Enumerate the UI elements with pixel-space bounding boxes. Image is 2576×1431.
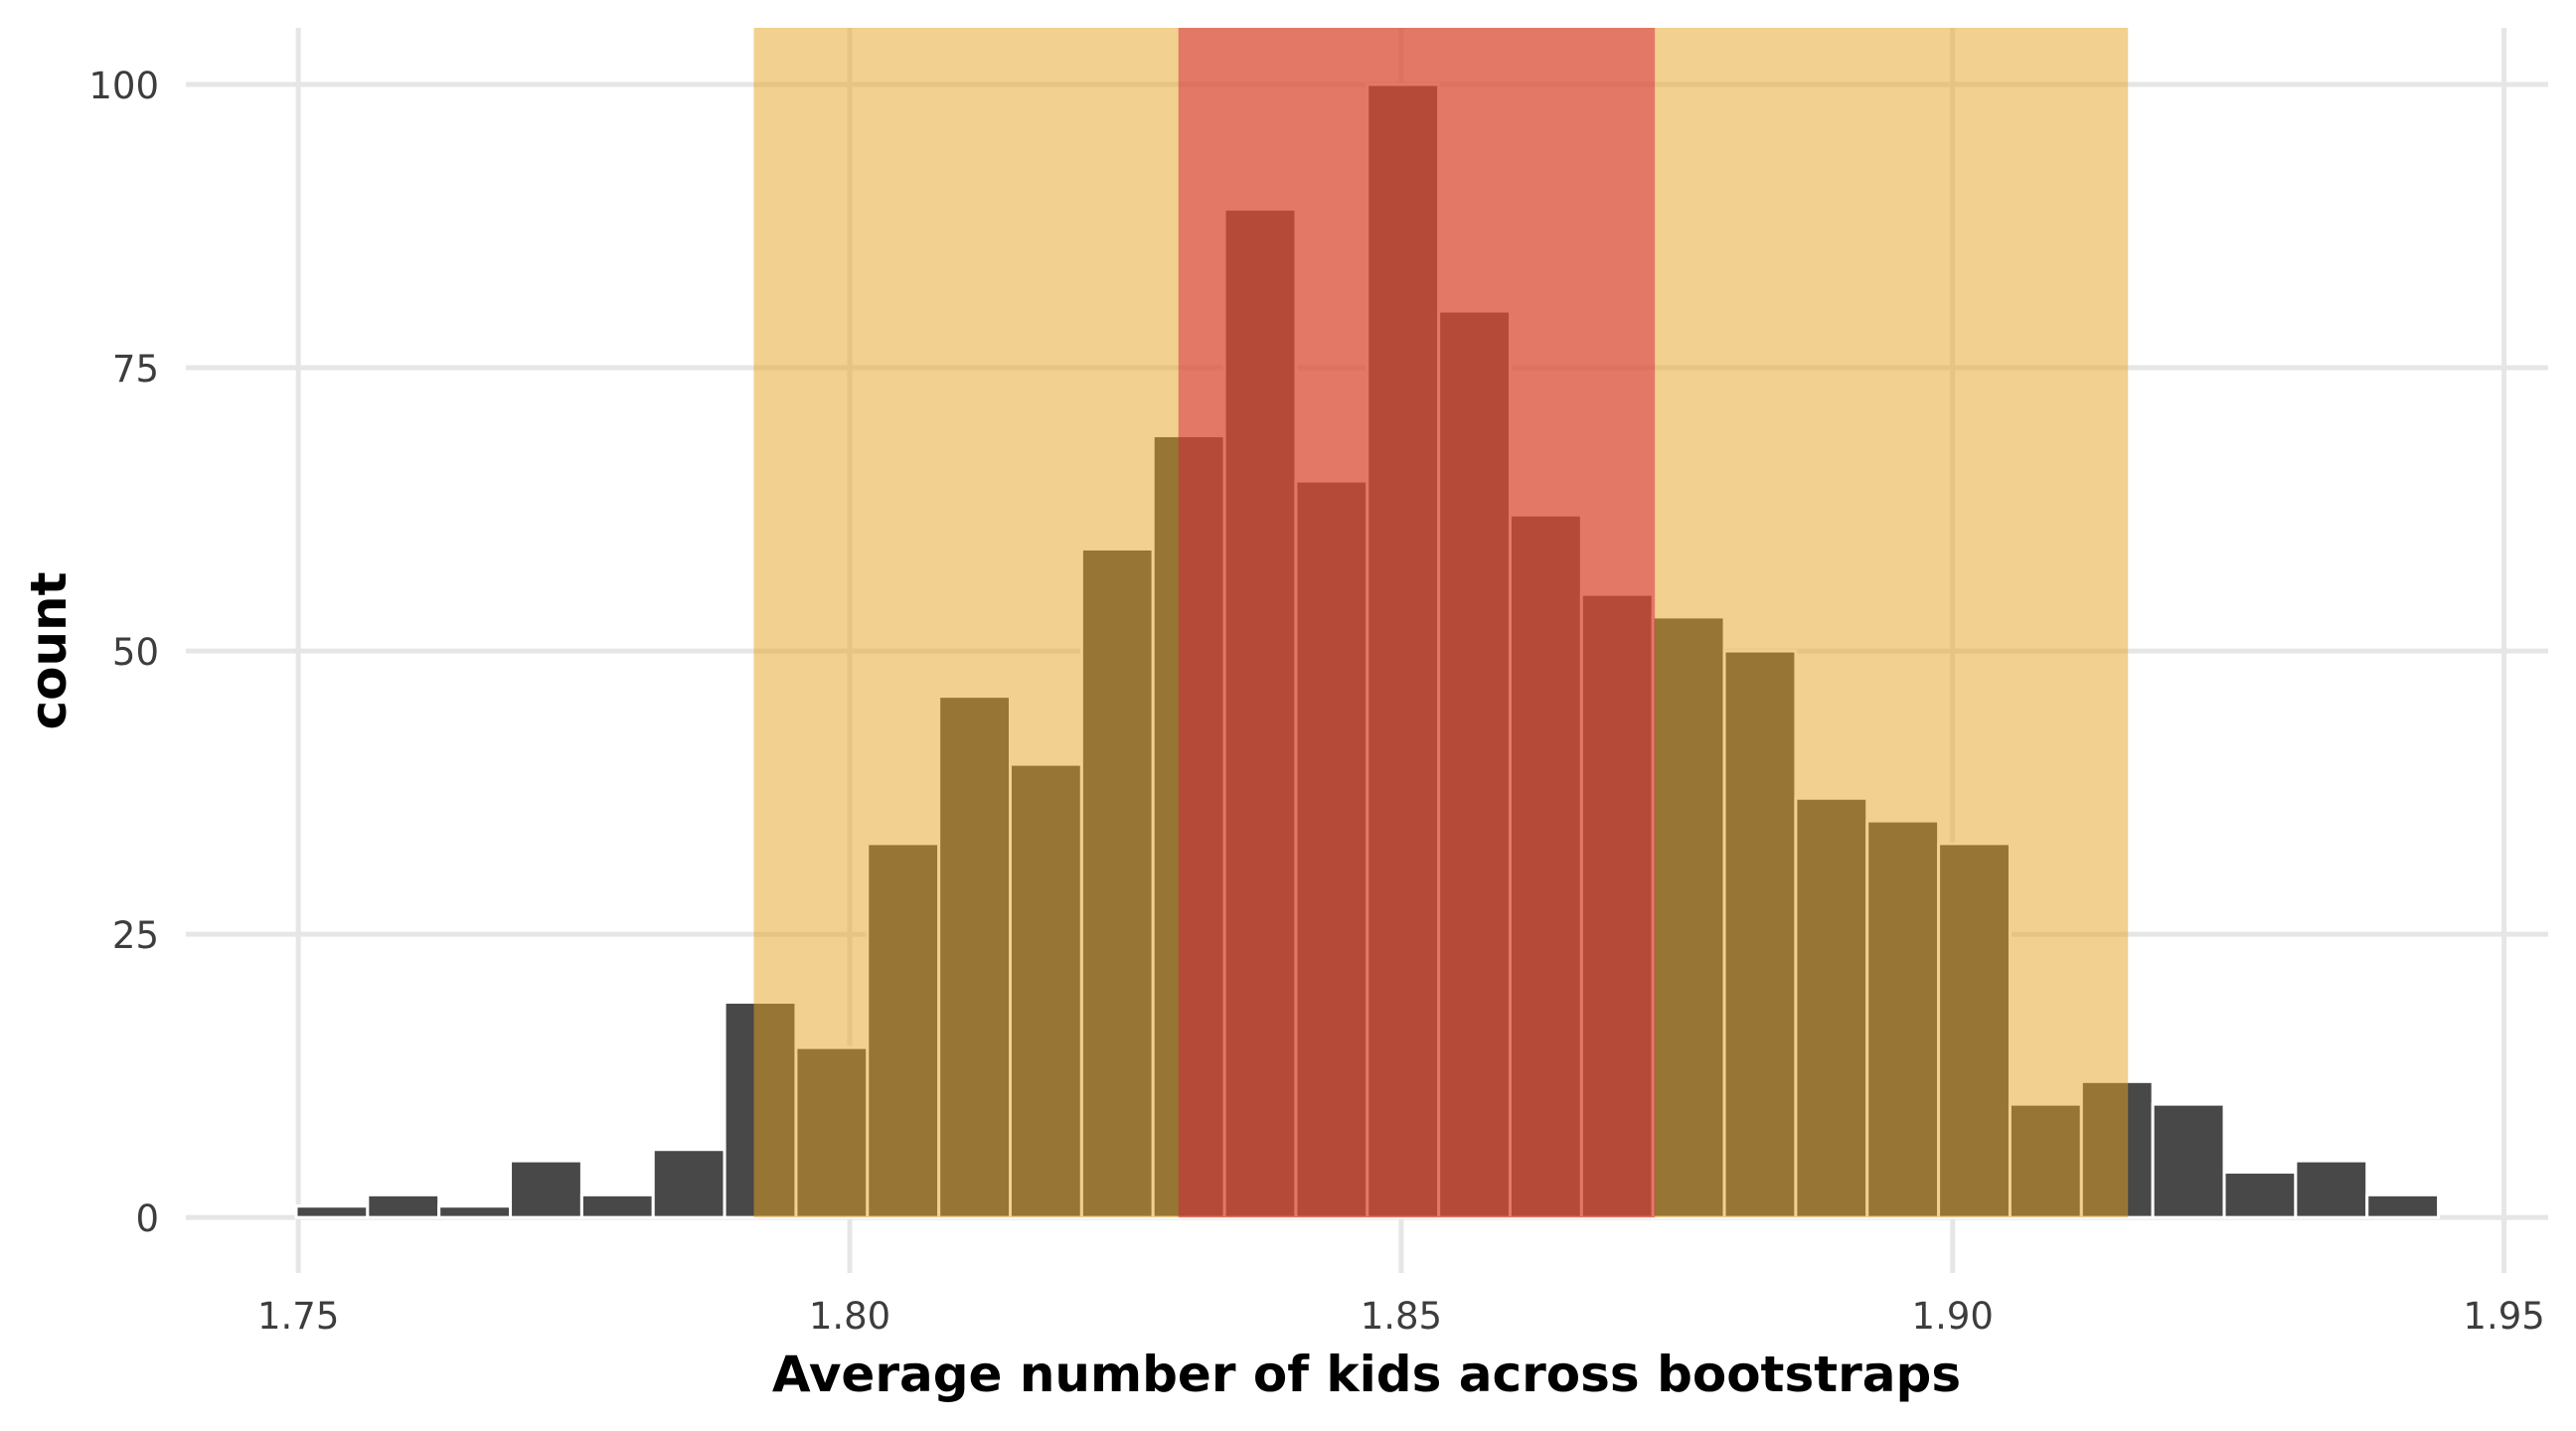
x-tick-label: 1.90 [1912, 1295, 1994, 1338]
histogram-bar [2294, 1159, 2369, 1219]
y-axis-ticks: 0 25 50 75 100 [88, 65, 159, 1240]
histogram-bar [366, 1192, 441, 1219]
histogram-bar [2365, 1192, 2441, 1219]
y-tick-label: 75 [112, 348, 159, 391]
interval-bands [753, 28, 2129, 1218]
histogram-bar [294, 1204, 370, 1219]
x-tick-label: 1.80 [809, 1295, 890, 1338]
histogram-bar [509, 1159, 583, 1219]
histogram-bar [2151, 1102, 2226, 1219]
y-axis-title: count [20, 571, 78, 729]
y-tick-label: 25 [112, 914, 159, 957]
x-axis-ticks: 1.75 1.80 1.85 1.90 1.95 [257, 1295, 2545, 1338]
histogram-bar [2222, 1171, 2298, 1219]
y-tick-label: 0 [135, 1197, 159, 1240]
y-tick-label: 50 [112, 631, 159, 674]
x-tick-label: 1.75 [257, 1295, 339, 1338]
x-tick-label: 1.95 [2463, 1295, 2544, 1338]
y-tick-label: 100 [88, 65, 159, 107]
x-axis-title: Average number of kids across bootstraps [772, 1346, 1961, 1403]
histogram-bar [651, 1148, 726, 1219]
inner-interval-band [1178, 28, 1656, 1218]
histogram-bar [579, 1192, 655, 1219]
x-tick-label: 1.85 [1361, 1295, 1442, 1338]
histogram-bar [437, 1204, 513, 1219]
